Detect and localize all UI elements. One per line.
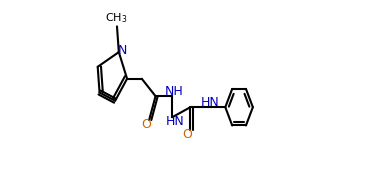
Text: O: O xyxy=(182,128,192,141)
Text: CH$_3$: CH$_3$ xyxy=(105,11,127,25)
Text: HN: HN xyxy=(200,96,219,109)
Text: O: O xyxy=(141,118,151,131)
Text: NH: NH xyxy=(165,85,184,98)
Text: N: N xyxy=(117,44,127,57)
Text: HN: HN xyxy=(165,115,184,128)
